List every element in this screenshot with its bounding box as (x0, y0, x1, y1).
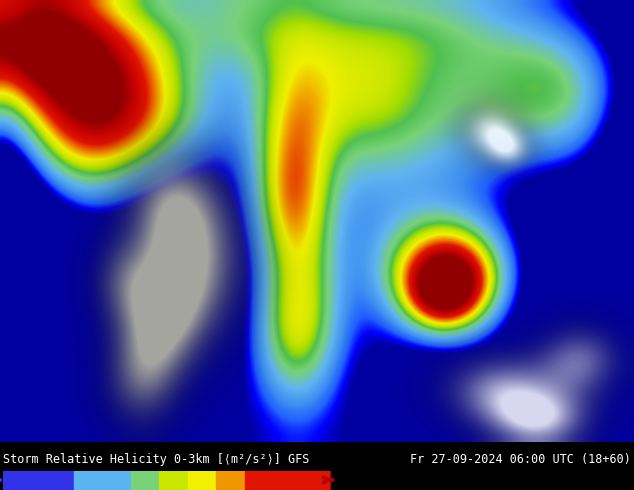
Text: Fr 27-09-2024 06:00 UTC (18+60): Fr 27-09-2024 06:00 UTC (18+60) (410, 453, 631, 466)
Text: Storm Relative Helicity 0-3km [⟨m²/s²⟩] GFS: Storm Relative Helicity 0-3km [⟨m²/s²⟩] … (3, 453, 309, 466)
